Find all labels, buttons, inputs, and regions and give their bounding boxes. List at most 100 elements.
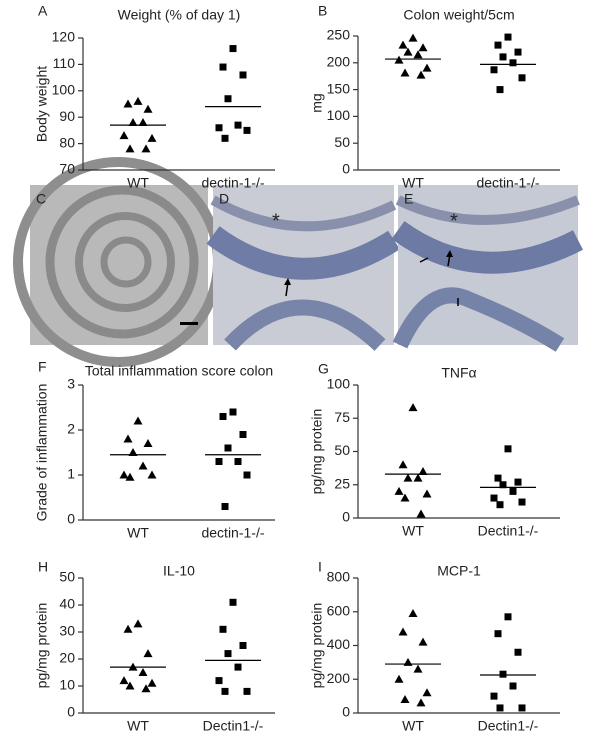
data-point [413,473,423,482]
data-point [499,670,507,678]
data-point [494,474,502,482]
data-point [219,413,227,420]
data-point [400,68,410,77]
data-point [394,486,404,495]
y-tick-label: 3 [67,376,75,392]
y-axis-label: mg [309,93,325,112]
data-point [413,50,423,59]
chart-title: IL-10 [163,563,195,579]
data-point [128,448,138,456]
y-tick-label: 250 [327,27,351,43]
data-point [243,687,251,695]
data-point [133,96,143,105]
y-tick-label: 0 [67,511,75,527]
y-axis-label: Grade of inflammation [34,384,50,522]
data-point [514,478,522,486]
data-point [224,650,232,658]
data-point [123,99,133,108]
y-tick-label: 50 [334,134,350,150]
y-tick-label: 800 [327,569,351,585]
panel-letter: G [318,361,329,377]
y-tick-label: 110 [53,55,76,71]
y-tick-label: 0 [67,704,75,720]
y-axis-label: Body weight [34,66,50,142]
data-point [215,677,223,685]
data-point [119,131,129,140]
x-tick-label: WT [402,523,424,539]
data-point [138,117,148,126]
data-point [494,630,502,638]
data-point [509,487,517,495]
data-point [123,624,133,633]
data-point [243,126,251,134]
data-point [514,648,522,656]
data-point [418,43,428,52]
y-tick-label: 80 [59,134,75,150]
panel-letter: I [318,559,322,575]
data-point [229,408,237,416]
data-point [128,117,138,126]
data-point [219,625,227,633]
data-point [418,466,428,475]
data-point [234,121,242,129]
y-tick-label: 50 [334,442,350,458]
y-tick-label: 30 [59,623,75,639]
data-point [518,704,526,712]
data-point [141,684,151,693]
data-point [215,458,223,465]
data-point [403,657,413,666]
data-point [509,59,517,67]
data-point [224,95,232,103]
data-point [239,642,247,649]
y-tick-label: 75 [334,409,350,425]
y-tick-label: 2 [67,421,75,437]
histology-d [206,185,400,351]
panel-letter: D [219,191,229,207]
data-point [133,619,143,628]
data-point [504,613,512,621]
annotation: * [450,210,458,232]
x-tick-label: WT [127,175,149,191]
data-point [239,431,247,438]
y-tick-label: 25 [334,475,350,491]
y-tick-label: 70 [59,161,75,177]
data-point [221,503,229,510]
data-point [413,664,423,673]
data-point [398,40,408,49]
y-tick-label: 50 [59,569,75,585]
data-point [504,445,512,453]
data-point [490,494,498,502]
data-point [125,681,135,690]
x-tick-label: dectin-1-/- [201,175,264,191]
x-tick-label: dectin-1-/- [201,525,264,541]
x-tick-label: WT [402,175,424,191]
y-tick-label: 120 [52,29,76,45]
chart-title: Colon weight/5cm [403,7,514,23]
data-point [403,473,413,482]
data-point [499,53,507,61]
chart-title: Total inflammation score colon [85,363,273,379]
data-point [143,649,153,658]
data-point [138,668,148,676]
data-point [514,48,522,56]
x-tick-label: WT [127,718,149,734]
chart-title: MCP-1 [437,563,481,579]
data-point [416,70,426,79]
data-point [221,687,229,695]
y-axis-label: pg/mg protein [34,603,50,689]
chart-title: TNFα [441,365,476,381]
data-point [243,471,251,479]
data-point [143,104,153,113]
x-tick-label: Dectin1-/- [203,718,264,734]
data-point [398,460,408,469]
x-tick-label: dectin-1-/- [476,175,539,191]
y-axis-label: pg/mg protein [309,409,325,495]
data-point [147,678,157,687]
data-point [403,47,413,56]
y-tick-label: 0 [342,509,350,525]
y-tick-label: 200 [327,54,351,70]
data-point [422,63,432,72]
data-point [408,33,418,42]
data-point [234,663,242,671]
histology-c [13,157,223,367]
